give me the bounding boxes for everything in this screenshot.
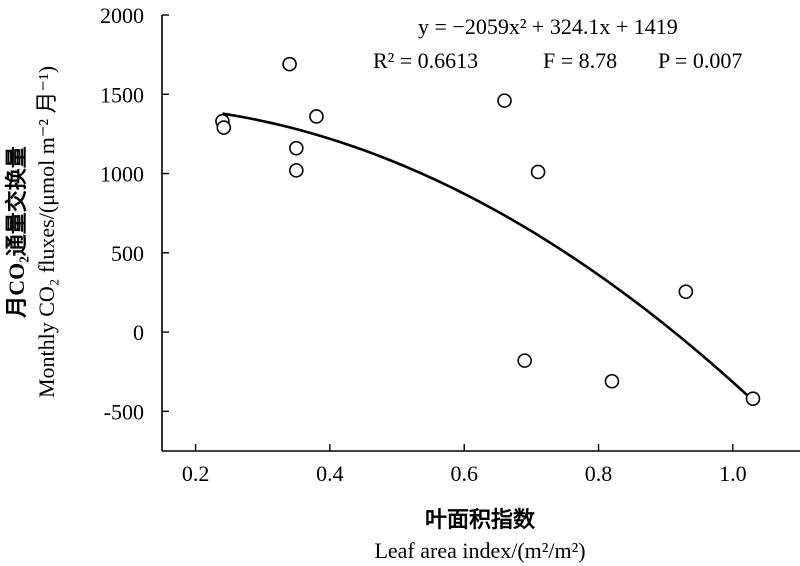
y-axis-title: 月CO₂通量交换量 Monthly CO₂ fluxes/(μmol m⁻² 月… bbox=[4, 66, 59, 398]
annotation: y = −2059x² + 324.1x + 1419 R² = 0.6613 … bbox=[373, 14, 742, 73]
x-tick-label: 0.4 bbox=[316, 461, 344, 486]
equation-text: y = −2059x² + 324.1x + 1419 bbox=[418, 14, 678, 39]
x-axis-title-en: Leaf area index/(m²/m²) bbox=[374, 538, 585, 563]
data-point bbox=[745, 391, 761, 406]
y-ticks: -500 0 500 1000 1500 2000 bbox=[100, 3, 169, 424]
data-point bbox=[604, 373, 620, 389]
data-point bbox=[497, 93, 512, 108]
data-point bbox=[678, 284, 694, 299]
data-point bbox=[289, 140, 304, 156]
x-tick-label: 1.0 bbox=[719, 461, 747, 486]
fit-curve bbox=[222, 112, 754, 402]
y-tick-label: -500 bbox=[104, 399, 144, 424]
p-value-text: P = 0.007 bbox=[658, 48, 742, 73]
x-ticks: 0.2 0.4 0.6 0.8 1.0 bbox=[182, 444, 747, 486]
x-tick-label: 0.2 bbox=[182, 461, 210, 486]
data-point bbox=[282, 56, 297, 72]
y-axis-title-cn: 月CO₂通量交换量 bbox=[4, 146, 29, 319]
y-tick-label: 1500 bbox=[100, 82, 144, 107]
data-point bbox=[530, 164, 546, 180]
data-point bbox=[309, 109, 324, 124]
x-tick-label: 0.8 bbox=[585, 461, 613, 486]
y-axis-title-en: Monthly CO₂ fluxes/(μmol m⁻² 月⁻¹) bbox=[34, 66, 59, 398]
y-tick-label: 2000 bbox=[100, 3, 144, 28]
data-point bbox=[289, 163, 304, 178]
x-tick-label: 0.6 bbox=[450, 461, 478, 486]
data-points bbox=[215, 56, 761, 406]
y-tick-label: 0 bbox=[133, 320, 144, 345]
x-axis-title-cn: 叶面积指数 bbox=[425, 507, 536, 532]
x-axis-title: 叶面积指数 Leaf area index/(m²/m²) bbox=[374, 507, 585, 563]
r-squared-text: R² = 0.6613 bbox=[373, 48, 478, 73]
y-tick-label: 500 bbox=[111, 241, 144, 266]
y-tick-label: 1000 bbox=[100, 162, 144, 187]
axes bbox=[161, 15, 800, 452]
data-point bbox=[517, 353, 532, 368]
data-point bbox=[216, 120, 232, 135]
f-statistic-text: F = 8.78 bbox=[543, 48, 617, 73]
